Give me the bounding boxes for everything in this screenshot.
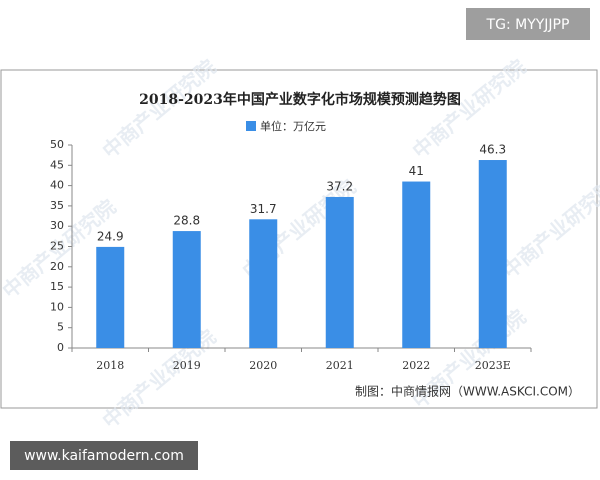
y-tick-label: 15 [50,280,64,293]
x-tick-label: 2020 [249,359,277,372]
url-box [10,441,198,470]
y-tick-label: 10 [50,300,64,313]
legend-swatch [246,121,256,131]
bar [325,196,354,348]
bar [249,219,278,348]
y-tick-label: 40 [50,179,64,192]
legend-label: 单位：万亿元 [260,119,326,133]
y-tick-label: 50 [50,138,64,151]
y-tick-label: 30 [50,219,64,232]
source-note: 制图：中商情报网（WWW.ASKCI.COM） [355,384,580,399]
y-tick-label: 25 [50,240,64,253]
y-tick-label: 20 [50,260,64,273]
value-label: 41 [409,164,424,178]
tag-text: TG: MYYJJPP [486,17,570,33]
x-tick-label: 2019 [173,359,201,372]
bar [402,181,431,348]
value-label: 31.7 [250,202,277,216]
chart-title: 2018-2023年中国产业数字化市场规模预测趋势图 [139,91,461,108]
y-tick-label: 0 [57,341,64,354]
y-tick-label: 5 [57,321,64,334]
tag-box [466,8,590,40]
value-label: 28.8 [173,214,200,228]
y-tick-label: 45 [50,158,64,171]
x-tick-label: 2018 [96,359,124,372]
url-text: www.kaifamodern.com [24,448,184,464]
x-tick-label: 2022 [402,359,430,372]
y-tick-label: 35 [50,199,64,212]
value-label: 24.9 [97,229,124,243]
bar [96,246,125,348]
x-tick-label: 2023E [475,359,511,372]
value-label: 37.2 [326,179,353,193]
bar [172,231,201,348]
x-tick-label: 2021 [326,359,354,372]
bar [478,160,507,348]
value-label: 46.3 [479,143,506,157]
